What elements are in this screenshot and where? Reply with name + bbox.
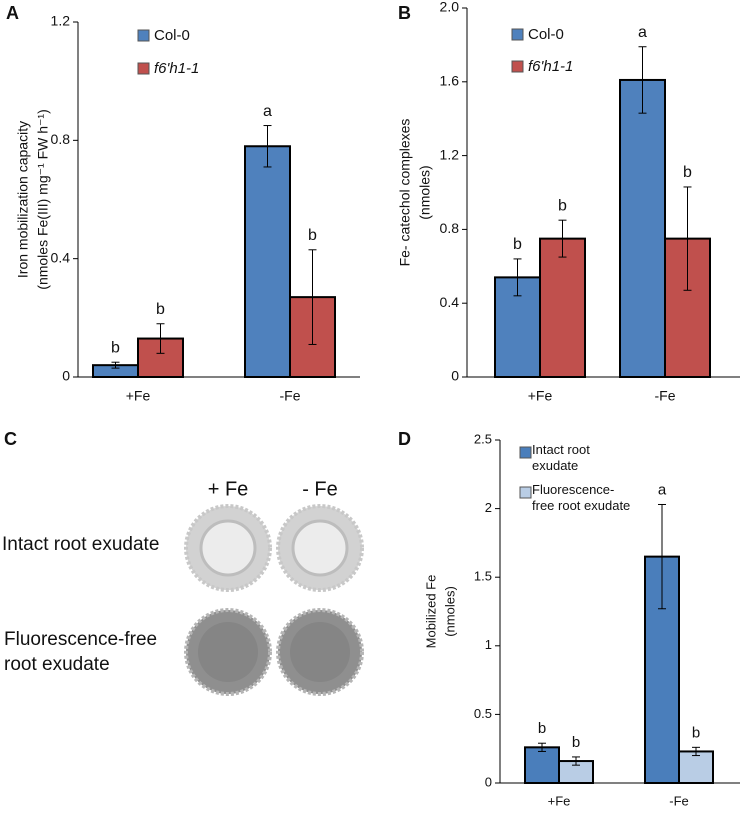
significance-label: b (111, 339, 120, 356)
significance-label: b (538, 720, 546, 737)
y-axis-label: (nmoles) (442, 586, 457, 637)
error-bar (658, 503, 666, 610)
y-tick-label: 1.2 (51, 13, 71, 29)
bar (539, 237, 586, 378)
row-label: root exudate (4, 654, 110, 675)
y-tick-label: 1.2 (440, 146, 460, 162)
error-bar (538, 742, 546, 752)
y-tick-label: 0.8 (440, 220, 460, 236)
panel-label: D (398, 429, 411, 449)
legend-label: f6'h1-1 (528, 58, 573, 75)
significance-label: b (308, 227, 317, 244)
bar (524, 746, 560, 785)
error-bar (513, 258, 522, 297)
x-tick-label: -Fe (280, 388, 301, 404)
error-bar (263, 125, 272, 168)
x-tick-label: +Fe (528, 388, 553, 404)
y-tick-label: 2.5 (474, 431, 492, 446)
legend-swatch (137, 29, 150, 42)
significance-label: b (572, 734, 580, 751)
x-tick-label: +Fe (548, 793, 571, 808)
bar (244, 145, 291, 378)
y-tick-label: 1.5 (474, 569, 492, 584)
legend-entry: Intact root exudate (532, 442, 590, 473)
x-tick-label: -Fe (669, 793, 689, 808)
bar (619, 78, 666, 379)
error-bar (111, 361, 120, 369)
y-axis-label: (nmoles Fe(III) mg⁻¹ FW h⁻¹) (35, 109, 51, 289)
legend-label: Intact root exudate (532, 442, 590, 473)
significance-label: b (513, 236, 522, 253)
x-tick-label: +Fe (126, 388, 151, 404)
well-inner (291, 519, 349, 577)
legend-label: Fluorescence-free root exudate (532, 482, 631, 513)
legend-entry: Fluorescence-free root exudate (532, 482, 631, 513)
y-tick-label: 2.0 (440, 0, 460, 15)
y-tick-label: 0 (62, 368, 70, 384)
y-axis-label: (nmoles) (417, 165, 433, 219)
panel-label: C (4, 429, 17, 449)
exudate-wells (184, 504, 364, 696)
error-bar (156, 323, 165, 354)
row-label: Intact root exudate (2, 534, 159, 555)
legend-label: Col-0 (528, 26, 564, 43)
y-axis-label: Iron mobilization capacity (15, 121, 31, 278)
y-tick-label: 0 (485, 774, 492, 789)
significance-label: b (683, 164, 692, 181)
row-label: Fluorescence-free (4, 629, 157, 650)
y-axis-label: Mobilized Fe (423, 575, 438, 649)
error-bar (638, 46, 647, 114)
y-tick-label: 0.8 (51, 131, 71, 147)
y-tick-label: 0.4 (440, 294, 460, 310)
x-tick-label: -Fe (655, 388, 676, 404)
significance-label: a (638, 24, 647, 41)
y-tick-label: 0.4 (51, 249, 71, 265)
column-label: - Fe (302, 478, 338, 500)
y-axis-label: Fe- catechol complexes (397, 119, 413, 267)
bar (678, 750, 714, 784)
significance-label: b (692, 724, 700, 741)
significance-label: a (658, 481, 667, 498)
bar (137, 337, 184, 378)
legend-swatch (519, 446, 532, 459)
y-tick-label: 0.5 (474, 706, 492, 721)
legend-label: Col-0 (154, 27, 190, 44)
column-label: + Fe (208, 478, 249, 500)
error-bar (308, 249, 317, 345)
legend-swatch (511, 28, 524, 41)
panel-label: A (6, 3, 19, 23)
panel-label: B (398, 3, 411, 23)
y-tick-label: 2 (485, 500, 492, 515)
error-bar (558, 219, 567, 258)
y-tick-label: 1 (485, 637, 492, 652)
significance-label: a (263, 103, 272, 120)
y-tick-label: 1.6 (440, 73, 460, 89)
well-inner (198, 622, 258, 682)
well-inner (199, 519, 257, 577)
legend-swatch (511, 60, 524, 73)
error-bar (683, 186, 692, 291)
y-tick-label: 0 (451, 368, 459, 384)
significance-label: b (156, 301, 165, 318)
legend-swatch (137, 62, 150, 75)
error-bar (572, 756, 580, 766)
legend-swatch (519, 486, 532, 499)
well-inner (290, 622, 350, 682)
error-bar (692, 746, 700, 757)
significance-label: b (558, 197, 567, 214)
legend-label: f6'h1-1 (154, 60, 199, 77)
